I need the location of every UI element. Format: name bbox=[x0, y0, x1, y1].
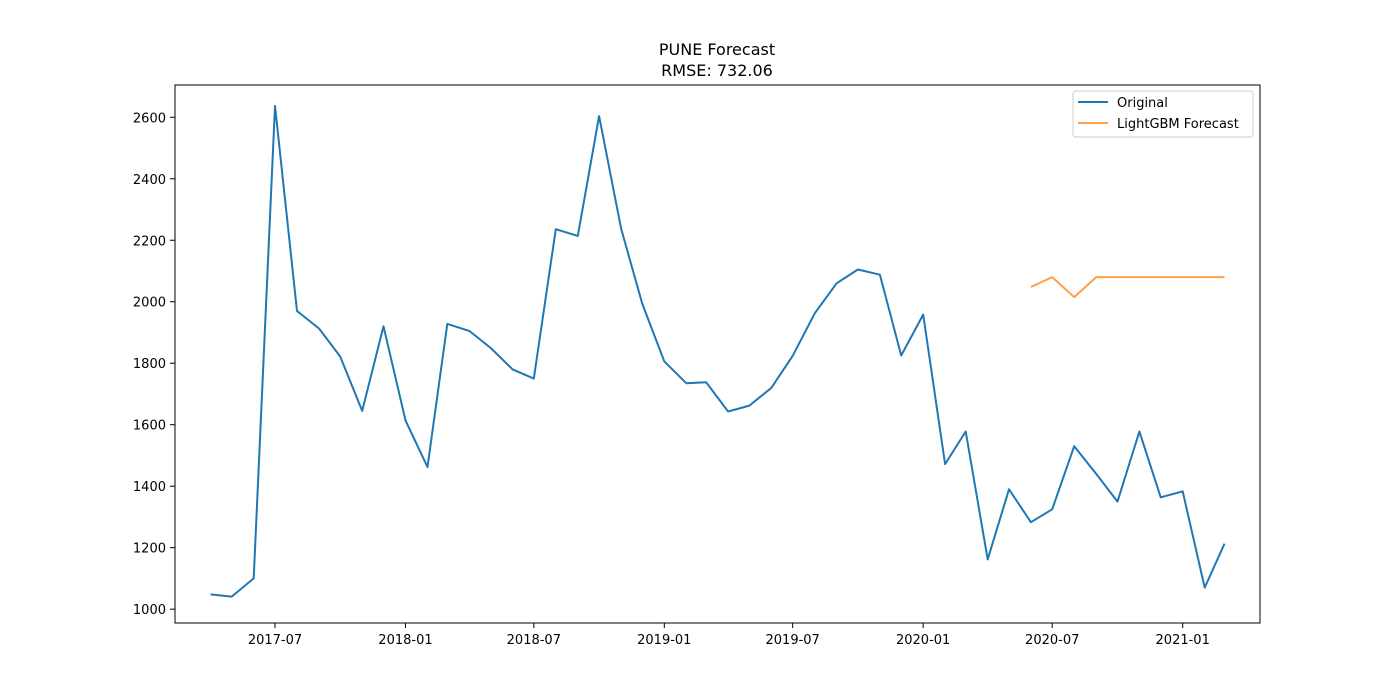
x-tick-label: 2020-07 bbox=[1025, 633, 1079, 648]
y-axis: 1000 1200 1400 1600 1800 2000 2200 2400 2600 bbox=[133, 111, 175, 618]
x-tick-label: 2020-01 bbox=[896, 633, 950, 648]
series-layer bbox=[210, 104, 1226, 598]
x-tick-label: 2021-01 bbox=[1156, 633, 1210, 648]
series-line-original bbox=[210, 104, 1226, 598]
y-tick-label: 1800 bbox=[133, 357, 166, 372]
legend-label-forecast: LightGBM Forecast bbox=[1117, 117, 1239, 132]
x-tick-label: 2018-01 bbox=[378, 633, 432, 648]
plot-frame bbox=[174, 84, 1261, 624]
y-tick-label: 2200 bbox=[133, 234, 166, 249]
y-tick-label: 1400 bbox=[133, 480, 166, 495]
legend: Original LightGBM Forecast bbox=[1072, 90, 1254, 138]
chart-subtitle: RMSE: 732.06 bbox=[661, 61, 773, 80]
x-axis: 2017-07 2018-01 2018-07 2019-01 2019-07 2020-… bbox=[248, 623, 1210, 648]
legend-box bbox=[1072, 90, 1254, 138]
series-line-forecast bbox=[1030, 276, 1225, 299]
y-tick-label: 2400 bbox=[133, 173, 166, 188]
y-tick-label: 1600 bbox=[133, 419, 166, 434]
x-tick-label: 2019-07 bbox=[766, 633, 820, 648]
y-tick-label: 1200 bbox=[133, 542, 166, 557]
chart-title: PUNE Forecast bbox=[659, 40, 775, 59]
x-tick-label: 2018-07 bbox=[507, 633, 561, 648]
x-tick-label: 2017-07 bbox=[248, 633, 302, 648]
legend-label-original: Original bbox=[1117, 96, 1168, 111]
y-tick-label: 2600 bbox=[133, 111, 166, 126]
y-tick-label: 1000 bbox=[133, 603, 166, 618]
y-tick-label: 2000 bbox=[133, 296, 166, 311]
x-tick-label: 2019-01 bbox=[637, 633, 691, 648]
